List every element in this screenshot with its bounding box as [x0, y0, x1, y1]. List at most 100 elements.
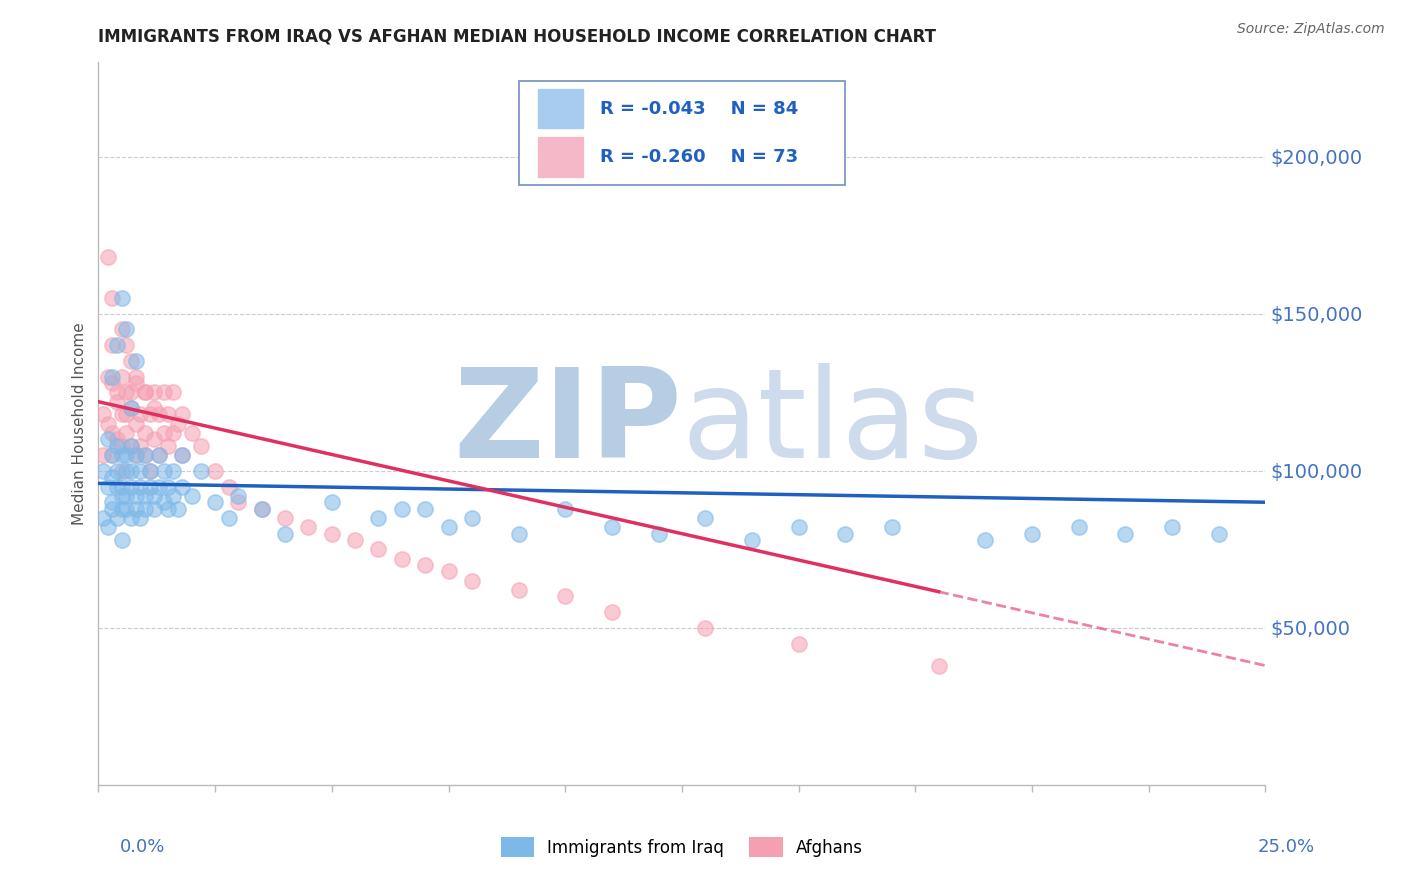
Point	[834, 526, 856, 541]
Point	[125, 354, 148, 368]
Point	[1114, 526, 1136, 541]
Text: ZIP: ZIP	[453, 363, 682, 484]
Point	[125, 489, 148, 503]
Point	[105, 394, 128, 409]
Point	[129, 511, 152, 525]
Point	[101, 495, 124, 509]
Text: R = -0.043    N = 84: R = -0.043 N = 84	[600, 100, 799, 118]
Point	[508, 526, 530, 541]
Point	[204, 495, 226, 509]
Point	[111, 439, 134, 453]
Point	[97, 417, 120, 431]
Point	[139, 464, 162, 478]
Point	[111, 369, 134, 384]
Point	[152, 426, 174, 441]
Point	[105, 439, 128, 453]
Point	[91, 464, 114, 478]
Point	[115, 338, 138, 352]
Point	[120, 401, 142, 415]
Point	[172, 448, 194, 462]
Point	[101, 369, 124, 384]
Point	[101, 426, 124, 441]
Point	[101, 448, 124, 462]
Point	[172, 479, 194, 493]
Point	[125, 448, 148, 462]
Point	[120, 401, 142, 415]
Point	[152, 385, 174, 400]
Point	[437, 565, 460, 579]
Text: atlas: atlas	[682, 363, 984, 484]
Point	[134, 501, 156, 516]
Point	[143, 385, 166, 400]
Point	[120, 439, 142, 453]
Point	[787, 637, 810, 651]
Point	[134, 385, 156, 400]
Point	[148, 407, 170, 421]
Point	[172, 407, 194, 421]
Point	[101, 448, 124, 462]
Point	[297, 520, 319, 534]
Point	[97, 250, 120, 264]
Point	[129, 464, 152, 478]
Point	[125, 369, 148, 384]
Point	[105, 464, 128, 478]
Point	[166, 501, 188, 516]
Point	[143, 401, 166, 415]
Point	[91, 511, 114, 525]
Point	[274, 526, 297, 541]
Text: 25.0%: 25.0%	[1257, 838, 1315, 856]
Point	[787, 520, 810, 534]
Point	[928, 658, 950, 673]
Point	[139, 479, 162, 493]
Point	[120, 511, 142, 525]
Point	[554, 501, 576, 516]
Point	[129, 407, 152, 421]
Point	[143, 501, 166, 516]
Point	[97, 433, 120, 447]
Point	[741, 533, 763, 547]
Point	[162, 426, 184, 441]
Point	[105, 433, 128, 447]
Point	[111, 322, 134, 336]
Point	[134, 448, 156, 462]
Point	[190, 464, 212, 478]
Bar	[538, 137, 582, 178]
Point	[148, 448, 170, 462]
Point	[125, 376, 148, 390]
Point	[129, 439, 152, 453]
Point	[91, 448, 114, 462]
Point	[152, 495, 174, 509]
Point	[157, 479, 180, 493]
Point	[166, 417, 188, 431]
Point	[120, 479, 142, 493]
Point	[134, 448, 156, 462]
Point	[111, 464, 134, 478]
Point	[105, 385, 128, 400]
Point	[157, 501, 180, 516]
Point	[120, 464, 142, 478]
Point	[228, 489, 250, 503]
Point	[344, 533, 367, 547]
Point	[97, 479, 120, 493]
Point	[139, 464, 162, 478]
Point	[162, 385, 184, 400]
Point	[554, 590, 576, 604]
Point	[367, 511, 389, 525]
Point	[600, 605, 623, 619]
Point	[180, 426, 202, 441]
Y-axis label: Median Household Income: Median Household Income	[72, 322, 87, 525]
Point	[120, 439, 142, 453]
Point	[647, 526, 669, 541]
Point	[143, 489, 166, 503]
Point	[1021, 526, 1043, 541]
Point	[101, 470, 124, 484]
Point	[120, 354, 142, 368]
Point	[134, 489, 156, 503]
Point	[162, 464, 184, 478]
Point	[101, 376, 124, 390]
Point	[143, 433, 166, 447]
Point	[1161, 520, 1184, 534]
Point	[91, 407, 114, 421]
FancyBboxPatch shape	[519, 80, 845, 186]
Point	[101, 501, 124, 516]
